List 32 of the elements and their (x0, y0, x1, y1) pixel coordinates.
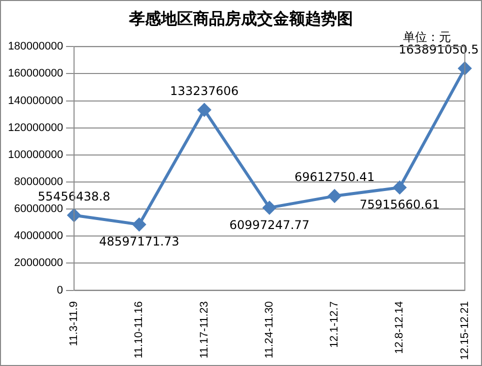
y-tick-label: 60000000 (14, 203, 64, 216)
point (393, 181, 406, 194)
y-tick-label: 140000000 (8, 94, 64, 107)
data-label: 55456438.8 (38, 189, 110, 204)
point (198, 103, 211, 116)
x-tick-label: 12.1-12.7 (328, 301, 341, 348)
y-tick-label: 80000000 (14, 176, 64, 188)
point (458, 62, 472, 75)
x-tick-label: 11.3-11.9 (68, 301, 80, 346)
data-label: 48597171.73 (99, 234, 180, 249)
y-tick-label: 0 (56, 284, 64, 296)
data-label: 60997247.77 (229, 218, 310, 232)
text: 单位：元 (403, 29, 451, 44)
data-label: 163891050.5 (398, 42, 479, 57)
x-tick-label: 11.10-11.16 (133, 301, 146, 358)
x-tick-label: 12.15-12.21 (458, 301, 471, 360)
x-tick-label: 12.8-12.14 (394, 301, 406, 354)
data-label: 133237606 (170, 84, 239, 98)
chart-title: 孝感地区商品房成交金额趋势图 (128, 9, 354, 30)
y-tick-label: 100000000 (8, 148, 64, 161)
point (262, 201, 276, 214)
y-tick-label: 160000000 (8, 68, 64, 80)
x-tick-label: 11.24-11.30 (263, 301, 276, 358)
point (328, 190, 342, 203)
point (132, 218, 146, 231)
y-tick-label: 40000000 (14, 230, 64, 242)
data-label: 69612750.41 (294, 170, 375, 184)
y-tick-label: 180000000 (8, 40, 64, 53)
y-tick-label: 120000000 (8, 122, 64, 134)
data-label: 75915660.61 (360, 198, 440, 212)
y-tick-label: 20000000 (14, 257, 64, 270)
x-tick-label: 11.17-11.23 (198, 301, 210, 358)
